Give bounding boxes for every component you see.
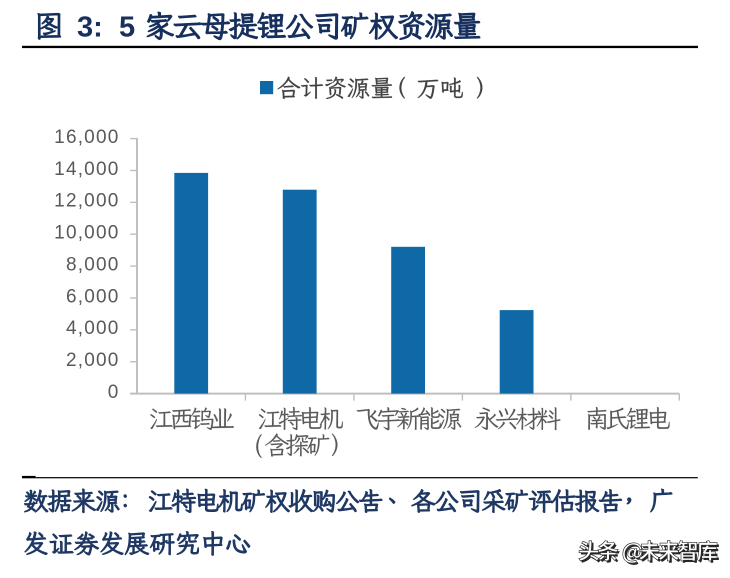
svg-text:8,000: 8,000 — [66, 254, 120, 275]
svg-text:16,000: 16,000 — [54, 127, 119, 148]
svg-text:10,000: 10,000 — [54, 223, 119, 244]
svg-text:14,000: 14,000 — [54, 159, 119, 180]
svg-text:0: 0 — [108, 382, 120, 403]
svg-text:3:: 3: — [77, 12, 103, 44]
svg-text:12,000: 12,000 — [54, 191, 119, 212]
svg-text:5: 5 — [119, 12, 135, 44]
svg-text:2,000: 2,000 — [66, 350, 120, 371]
svg-text:6,000: 6,000 — [66, 286, 120, 307]
svg-text:4,000: 4,000 — [66, 318, 120, 339]
